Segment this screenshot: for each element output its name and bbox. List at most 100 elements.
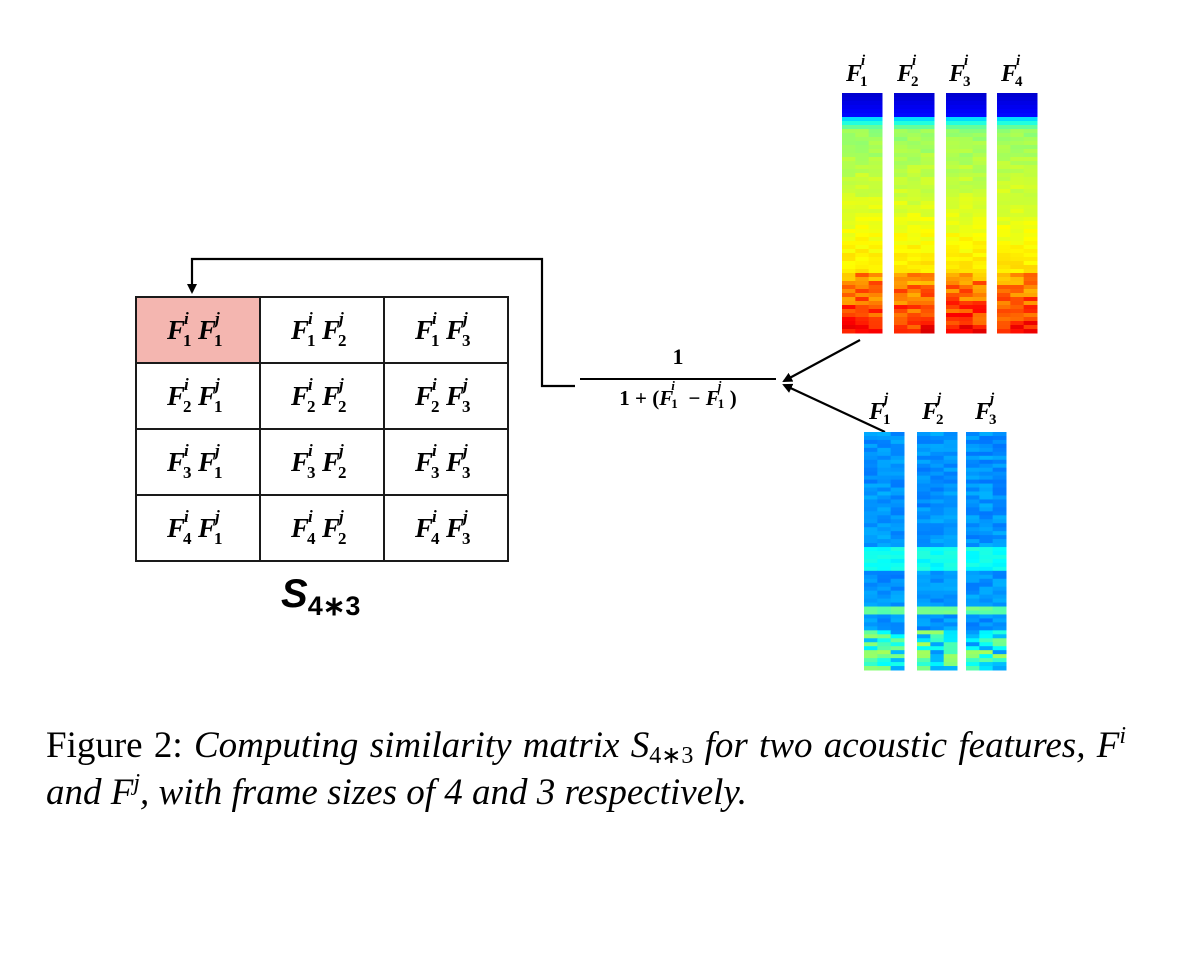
feature-subscript: 2 — [338, 397, 347, 416]
label-letter: F — [897, 61, 914, 87]
caption-fj: Fj — [110, 770, 141, 813]
feature-superscript: j — [463, 375, 468, 394]
feature-superscript: j — [215, 441, 220, 460]
feature-letter: F — [198, 513, 217, 543]
feature-letter: F — [291, 513, 310, 543]
feature-superscript: i — [184, 375, 189, 394]
feature-subscript: 1 — [214, 397, 223, 416]
feature-subscript: 2 — [338, 331, 347, 350]
feature-superscript: i — [308, 375, 313, 394]
feature-letter: F — [291, 447, 310, 477]
feature-superscript: j — [339, 507, 344, 526]
feature-letter: F — [446, 381, 465, 411]
caption-fi: Fi — [1096, 723, 1127, 766]
formula-denominator-suffix: ) — [729, 386, 737, 410]
feature-superscript: j — [215, 507, 220, 526]
feature-superscript: i — [308, 441, 313, 460]
label-subscript: 3 — [963, 74, 971, 90]
feature-superscript: i — [432, 507, 437, 526]
spectrogram-column — [917, 432, 958, 671]
label-subscript: 1 — [883, 412, 891, 428]
spectrogram-j — [864, 432, 1007, 671]
feature-letter: F — [322, 447, 341, 477]
spectrogram-column — [894, 93, 935, 334]
label-superscript: i — [912, 53, 917, 69]
feature-subscript: 3 — [431, 463, 440, 482]
label-letter: F — [949, 61, 966, 87]
spectrogram-column — [966, 432, 1007, 671]
feature-subscript: 4 — [183, 529, 192, 548]
feature-superscript: i — [184, 507, 189, 526]
feature-superscript: i — [432, 375, 437, 394]
feature-subscript: 1 — [214, 463, 223, 482]
feature-letter: F — [322, 381, 341, 411]
formula-sup: j — [717, 378, 722, 393]
feature-letter: F — [415, 381, 434, 411]
feature-subscript: 2 — [307, 397, 316, 416]
feature-superscript: i — [184, 309, 189, 328]
feature-superscript: j — [339, 441, 344, 460]
feature-letter: F — [167, 513, 186, 543]
feature-subscript: 4 — [431, 529, 440, 548]
feature-letter: F — [198, 315, 217, 345]
feature-letter: F — [415, 513, 434, 543]
label-superscript: j — [884, 391, 889, 407]
feature-letter: F — [446, 315, 465, 345]
formula-sub: 1 — [717, 396, 725, 411]
feature-subscript: 3 — [462, 331, 471, 350]
label-subscript: 2 — [936, 412, 944, 428]
label-subscript: 3 — [989, 412, 997, 428]
caption-text-2: for two acoustic features, — [704, 725, 1086, 766]
feature-letter: F — [446, 447, 465, 477]
feature-superscript: j — [215, 309, 220, 328]
feature-superscript: i — [308, 309, 313, 328]
label-letter: F — [1001, 61, 1018, 87]
feature-superscript: i — [432, 309, 437, 328]
caption-f: F — [1096, 725, 1120, 766]
formula-sup: i — [671, 378, 675, 393]
fraction-bar — [580, 378, 776, 380]
caption-f-sup: j — [133, 770, 141, 796]
arrow-from-spectrogram-j — [782, 383, 886, 433]
caption-f-sup: i — [1119, 723, 1127, 749]
feature-superscript: j — [339, 375, 344, 394]
caption-s-sub: 4∗3 — [649, 743, 694, 769]
feature-letter: F — [198, 447, 217, 477]
caption-f: F — [110, 772, 134, 813]
feature-letter: F — [198, 381, 217, 411]
figure-caption: Figure 2: Computing similarity matrix S4… — [46, 722, 1126, 816]
formula-symbol: F — [705, 386, 720, 410]
feature-subscript: 3 — [307, 463, 316, 482]
label-subscript: 2 — [911, 74, 919, 90]
formula-denominator-prefix: 1 + ( — [619, 386, 660, 410]
feature-subscript: 2 — [183, 397, 192, 416]
